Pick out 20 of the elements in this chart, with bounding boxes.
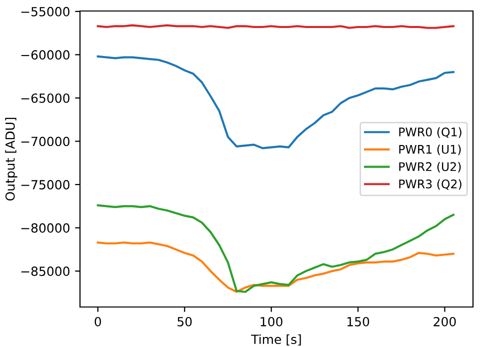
line-series: [96, 241, 454, 293]
x-tick-label: 100: [260, 316, 282, 326]
line-series: [96, 204, 454, 293]
y-tick-label: −55000: [21, 6, 70, 16]
x-tick-label: 50: [178, 316, 192, 326]
y-tick-label: −65000: [21, 93, 70, 103]
legend-label: PWR3 (Q2): [399, 179, 462, 190]
y-tick-label: −85000: [21, 266, 70, 276]
y-tick-label: −60000: [21, 50, 70, 60]
legend-label: PWR1 (U1): [399, 144, 461, 156]
x-tick-label: 150: [347, 316, 370, 326]
x-tick-label: 0: [94, 316, 102, 326]
x-axis-title: Time [s]: [251, 334, 301, 346]
y-axis-title: Output [ADU]: [5, 118, 18, 201]
y-tick-label: −75000: [21, 180, 70, 190]
y-tick-label: −70000: [21, 136, 70, 146]
x-tick-label: 200: [434, 316, 456, 326]
legend-label: PWR0 (Q1): [399, 127, 462, 138]
y-tick-label: −80000: [21, 223, 70, 233]
legend-label: PWR2 (U2): [399, 162, 461, 172]
